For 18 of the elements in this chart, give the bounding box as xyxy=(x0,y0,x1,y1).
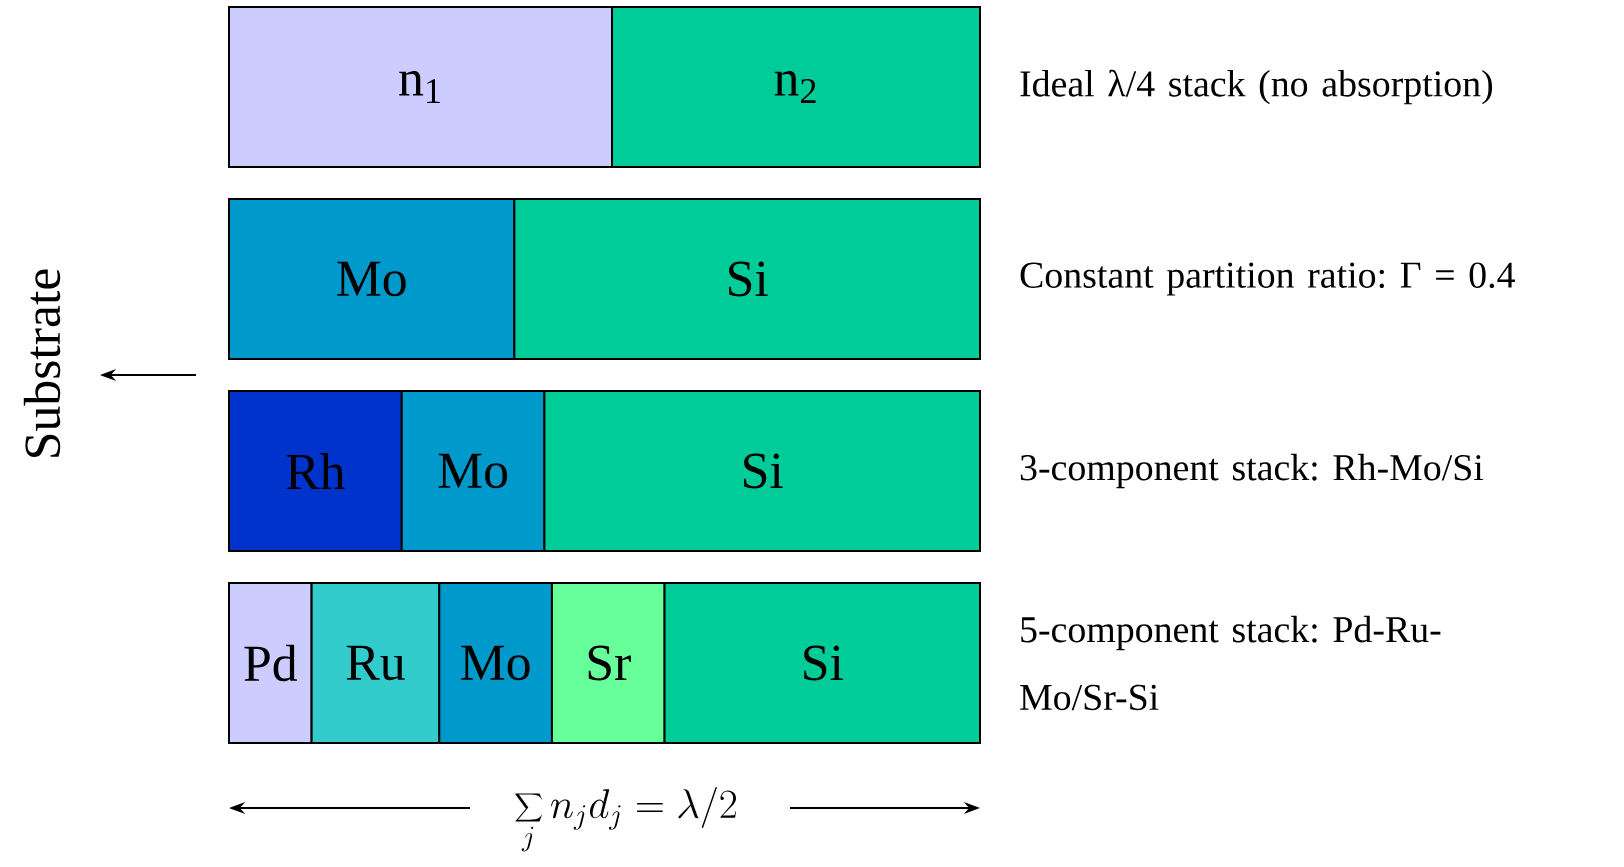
y-tick-label: 5-component stack: Pd-Ru-Mo/Sr-Si xyxy=(1020,615,1441,711)
text: Mo xyxy=(337,261,406,297)
series-label: n$_{1}$ xyxy=(399,71,440,103)
series-label: Ru xyxy=(346,645,405,681)
text: Mo xyxy=(438,453,508,489)
series-label: Pd xyxy=(244,644,298,682)
text: Si xyxy=(744,453,783,489)
series-label: Sr xyxy=(588,645,631,681)
series-label: n$_{2}$ xyxy=(774,71,816,103)
text: Si xyxy=(804,645,843,681)
x-axis-title: $\sum_{j} n_{j} d_{j} = \lambda / 2$ xyxy=(515,786,737,852)
y-tick-label: 3-component stack: Rh-Mo/Si xyxy=(1020,453,1484,489)
y-tick-label: Constant partition ratio: Γ = 0.4 xyxy=(1020,262,1515,296)
series-label: Mo xyxy=(461,645,530,681)
series-label: Rh xyxy=(286,453,345,489)
text: Substrate xyxy=(23,269,61,457)
series-label: Si xyxy=(729,261,768,297)
y-tick-label: Ideal λ/4 stack (no absorption) xyxy=(1020,69,1493,105)
